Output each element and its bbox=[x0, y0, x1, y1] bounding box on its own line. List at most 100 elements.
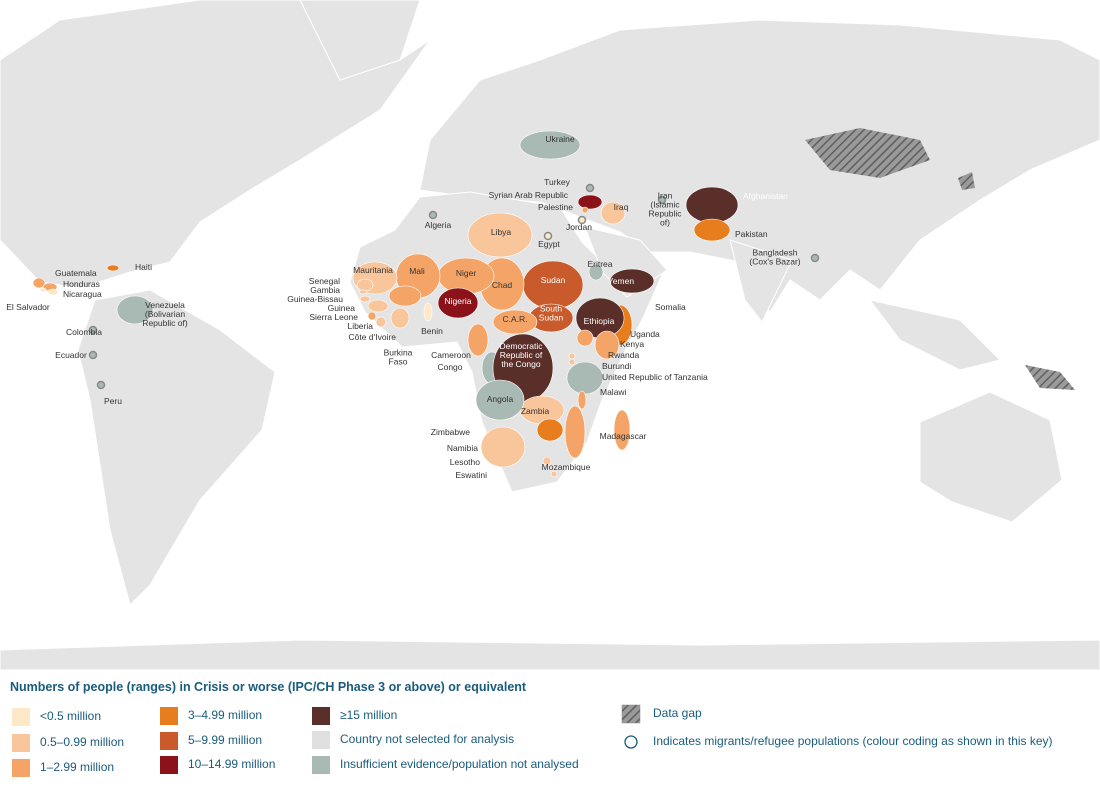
country-label-line: Yemen bbox=[608, 276, 634, 286]
country-label: Libya bbox=[491, 227, 512, 237]
country-label-line: Colombia bbox=[66, 327, 102, 337]
country-label-line: (Cox's Bazar) bbox=[749, 257, 800, 267]
country-area bbox=[519, 130, 581, 160]
country-label-line: Venezuela bbox=[145, 300, 185, 310]
country-label-line: Peru bbox=[104, 396, 122, 406]
legend-circle bbox=[624, 735, 638, 749]
country-label: Côte d'Ivoire bbox=[349, 332, 397, 342]
country-area bbox=[685, 186, 739, 224]
legend-label: Indicates migrants/refugee populations (… bbox=[653, 734, 1053, 748]
country-label-line: Haiti bbox=[135, 262, 152, 272]
country-label: Uganda bbox=[630, 329, 660, 339]
country-area bbox=[542, 456, 552, 466]
country-label: Honduras bbox=[63, 279, 100, 289]
country-label: Nicaragua bbox=[63, 289, 102, 299]
country-area bbox=[693, 218, 731, 242]
country-label: Haiti bbox=[135, 262, 152, 272]
country-label: Gambia bbox=[310, 285, 340, 295]
country-label-line: C.A.R. bbox=[502, 314, 527, 324]
country-label: Egypt bbox=[538, 239, 560, 249]
country-label-line: Senegal bbox=[309, 276, 340, 286]
country-label: Burundi bbox=[602, 361, 631, 371]
country-label: Jordan bbox=[566, 222, 592, 232]
country-label-line: Ethiopia bbox=[584, 316, 615, 326]
country-area bbox=[600, 201, 626, 225]
country-label: Pakistan bbox=[735, 229, 768, 239]
country-label-line: Eswatini bbox=[455, 470, 487, 480]
legend-label: 0.5–0.99 million bbox=[40, 735, 124, 749]
migrant-marker bbox=[585, 183, 595, 193]
country-area bbox=[492, 309, 538, 335]
country-label: Zambia bbox=[521, 406, 550, 416]
country-label-line: Republic of) bbox=[142, 318, 188, 328]
country-area bbox=[467, 212, 533, 258]
country-label: Eritrea bbox=[587, 259, 612, 269]
country-label-line: Libya bbox=[491, 227, 512, 237]
legend-label: Insufficient evidence/population not ana… bbox=[340, 757, 579, 771]
legend-panel bbox=[0, 670, 1100, 790]
country-label-line: Afghanistan bbox=[743, 191, 788, 201]
country-label-line: Chad bbox=[492, 280, 513, 290]
country-label: Benin bbox=[421, 326, 443, 336]
country-label-line: Republic bbox=[648, 209, 682, 219]
legend-label: Data gap bbox=[653, 706, 702, 720]
country-label-line: the Congo bbox=[501, 359, 540, 369]
legend-label: ≥15 million bbox=[340, 708, 397, 722]
country-label: Algeria bbox=[425, 220, 452, 230]
country-label: Liberia bbox=[347, 321, 373, 331]
country-label: South Sudan bbox=[539, 304, 564, 323]
country-label: Bangladesh (Cox's Bazar) bbox=[749, 248, 800, 267]
country-label: Nigeria bbox=[445, 296, 472, 306]
country-label-line: (Islamic bbox=[650, 200, 680, 210]
country-label: Kenya bbox=[620, 339, 644, 349]
country-area bbox=[390, 307, 410, 329]
country-label: Colombia bbox=[66, 327, 102, 337]
country-label: Turkey bbox=[544, 177, 570, 187]
country-label: Eswatini bbox=[455, 470, 487, 480]
country-label: Guinea bbox=[328, 303, 356, 313]
country-area bbox=[594, 330, 620, 360]
country-label-line: Mozambique bbox=[542, 462, 591, 472]
country-area bbox=[437, 287, 479, 319]
country-label: Syrian Arab Republic bbox=[489, 190, 569, 200]
country-label-line: Sudan bbox=[539, 313, 564, 323]
country-label-line: Sudan bbox=[541, 275, 566, 285]
country-label-line: Burkina bbox=[384, 348, 413, 358]
country-label: Ecuador bbox=[55, 350, 87, 360]
country-label-line: Kenya bbox=[620, 339, 644, 349]
country-label: Ukraine bbox=[545, 134, 575, 144]
country-label-line: Democratic bbox=[500, 341, 544, 351]
country-label: C.A.R. bbox=[502, 314, 527, 324]
country-area bbox=[581, 206, 589, 214]
country-label: Iran (Islamic Republic of) bbox=[648, 191, 682, 228]
country-area bbox=[568, 352, 576, 360]
country-label-line: Ecuador bbox=[55, 350, 87, 360]
country-label: Zimbabwe bbox=[431, 427, 470, 437]
country-area bbox=[480, 426, 526, 468]
country-label: United Republic of Tanzania bbox=[602, 372, 708, 382]
country-label: Somalia bbox=[655, 302, 686, 312]
country-label: Mozambique bbox=[542, 462, 591, 472]
country-label-line: Palestine bbox=[538, 202, 573, 212]
legend-swatch bbox=[312, 707, 330, 725]
country-label-line: Mali bbox=[409, 266, 425, 276]
country-area bbox=[47, 288, 59, 296]
legend-swatch bbox=[160, 707, 178, 725]
country-label-line: Jordan bbox=[566, 222, 592, 232]
country-area bbox=[577, 194, 603, 210]
country-label: Guatemala bbox=[55, 268, 97, 278]
country-area bbox=[613, 409, 631, 451]
country-label-line: Namibia bbox=[447, 443, 478, 453]
legend-title: Numbers of people (ranges) in Crisis or … bbox=[10, 680, 527, 694]
country-label-line: Rwanda bbox=[608, 350, 639, 360]
data-gap-area bbox=[805, 128, 930, 178]
country-label-line: Benin bbox=[421, 326, 443, 336]
country-area bbox=[388, 285, 422, 307]
country-label-line: Ukraine bbox=[545, 134, 575, 144]
country-label: Niger bbox=[456, 268, 476, 278]
country-label: Venezuela (Bolivarian Republic of) bbox=[142, 300, 188, 328]
country-label-line: United Republic of Tanzania bbox=[602, 372, 708, 382]
country-label-line: Nigeria bbox=[445, 296, 472, 306]
migrant-marker bbox=[543, 231, 553, 241]
legend-swatch bbox=[12, 734, 30, 752]
